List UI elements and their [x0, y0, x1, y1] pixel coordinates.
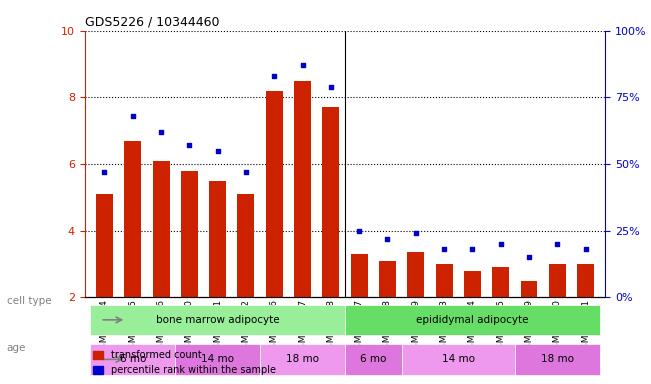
- Text: age: age: [7, 343, 26, 353]
- FancyBboxPatch shape: [260, 344, 345, 375]
- FancyBboxPatch shape: [345, 344, 402, 375]
- Text: 14 mo: 14 mo: [442, 354, 475, 364]
- Point: [241, 169, 251, 175]
- FancyBboxPatch shape: [515, 344, 600, 375]
- Bar: [96, 194, 113, 297]
- Bar: [124, 141, 141, 297]
- Bar: [408, 252, 424, 297]
- Point: [524, 254, 534, 260]
- Bar: [464, 271, 481, 297]
- Point: [212, 147, 223, 154]
- FancyBboxPatch shape: [90, 344, 175, 375]
- Text: bone marrow adipocyte: bone marrow adipocyte: [156, 315, 279, 325]
- Bar: [152, 161, 169, 297]
- Point: [354, 228, 365, 234]
- Text: 14 mo: 14 mo: [201, 354, 234, 364]
- FancyBboxPatch shape: [175, 344, 260, 375]
- Bar: [492, 267, 509, 297]
- Point: [581, 246, 591, 252]
- Point: [326, 84, 336, 90]
- Bar: [549, 264, 566, 297]
- Bar: [436, 264, 452, 297]
- Point: [99, 169, 109, 175]
- Bar: [266, 91, 283, 297]
- Legend: transformed count, percentile rank within the sample: transformed count, percentile rank withi…: [89, 346, 280, 379]
- Text: 18 mo: 18 mo: [286, 354, 319, 364]
- Bar: [577, 264, 594, 297]
- FancyBboxPatch shape: [345, 305, 600, 335]
- Point: [411, 230, 421, 237]
- Bar: [238, 194, 255, 297]
- Text: 6 mo: 6 mo: [360, 354, 387, 364]
- FancyBboxPatch shape: [90, 305, 345, 335]
- Text: GDS5226 / 10344460: GDS5226 / 10344460: [85, 15, 219, 28]
- Point: [128, 113, 138, 119]
- Text: 18 mo: 18 mo: [541, 354, 574, 364]
- Text: 6 mo: 6 mo: [120, 354, 146, 364]
- Text: cell type: cell type: [7, 296, 51, 306]
- Point: [156, 129, 166, 135]
- Point: [382, 236, 393, 242]
- Point: [184, 142, 195, 149]
- Bar: [294, 81, 311, 297]
- Point: [269, 73, 279, 79]
- Point: [439, 246, 449, 252]
- Bar: [181, 170, 198, 297]
- Bar: [351, 254, 368, 297]
- Point: [467, 246, 478, 252]
- Point: [298, 62, 308, 68]
- Bar: [322, 108, 339, 297]
- Point: [495, 241, 506, 247]
- Bar: [521, 281, 538, 297]
- Point: [552, 241, 562, 247]
- Text: epididymal adipocyte: epididymal adipocyte: [416, 315, 529, 325]
- Bar: [209, 181, 226, 297]
- FancyBboxPatch shape: [402, 344, 515, 375]
- Bar: [379, 261, 396, 297]
